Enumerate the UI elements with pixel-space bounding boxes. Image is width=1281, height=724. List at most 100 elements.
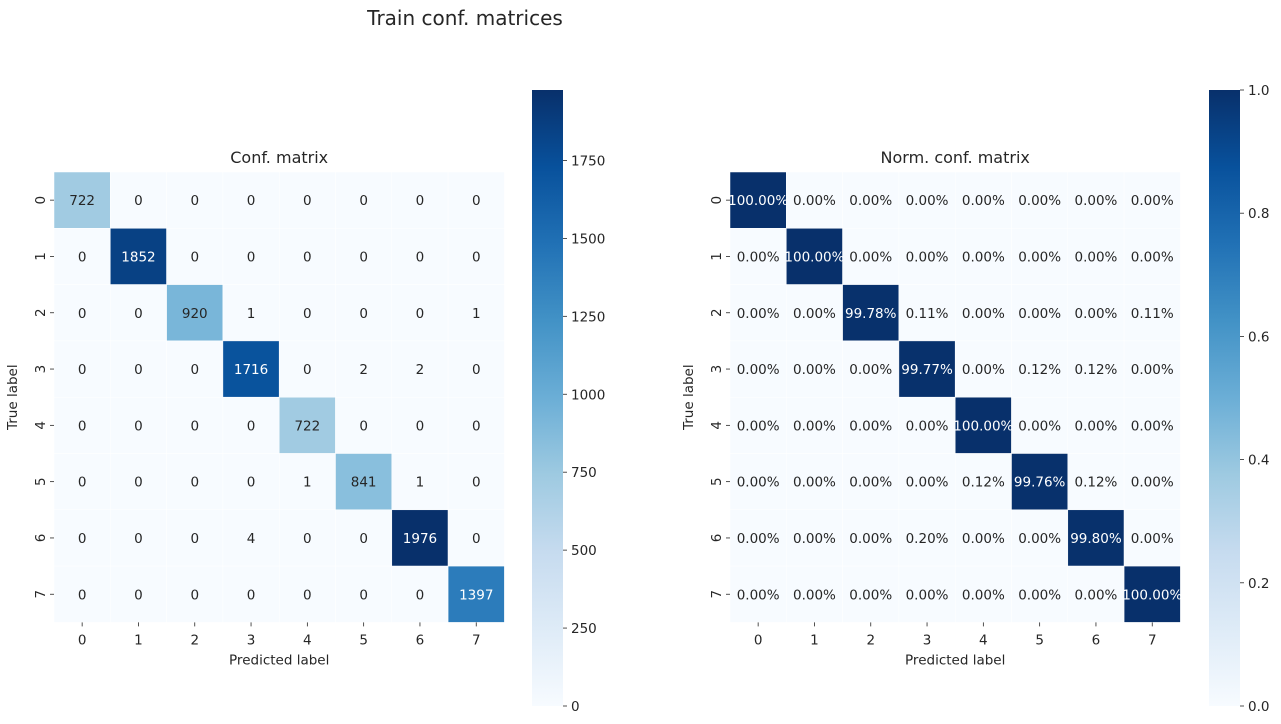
- heatmap-cell-r7-c0: [53, 565, 111, 623]
- cell-annotation-r0-c4: 0: [303, 193, 312, 209]
- colorbar: [532, 90, 563, 706]
- cell-annotation-r6-c6: 1976: [403, 531, 437, 547]
- heatmap-cell-r1-c2: [166, 228, 224, 285]
- cell-annotation-r1-c4: 0.00%: [962, 249, 1005, 265]
- x-tick-label-5: 5: [1035, 632, 1044, 648]
- figure-suptitle: Train conf. matrices: [366, 6, 563, 30]
- x-tick-label-7: 7: [1148, 632, 1157, 648]
- cell-annotation-r3-c5: 0.12%: [1018, 362, 1061, 378]
- cell-annotation-r2-c4: 0: [303, 306, 312, 322]
- y-axis-label: True label: [681, 364, 697, 431]
- y-tick-label-1: 1: [33, 252, 49, 261]
- cell-annotation-r1-c3: 0.00%: [906, 249, 949, 265]
- heatmap-cell-r6-c4: [278, 509, 336, 567]
- cell-annotation-r0-c0: 722: [69, 193, 95, 209]
- x-tick-label-7: 7: [472, 632, 481, 648]
- heatmap-cell-r7-c0: [729, 565, 787, 623]
- cell-annotation-r3-c4: 0: [303, 362, 312, 378]
- heatmap-cell-r1-c5: [1011, 228, 1069, 285]
- cell-annotation-r3-c1: 0: [134, 362, 143, 378]
- cell-annotation-r0-c5: 0.00%: [1018, 193, 1061, 209]
- cell-annotation-r2-c0: 0: [78, 306, 87, 322]
- heatmap-cell-r2-c2: [166, 284, 224, 342]
- cell-annotation-r7-c0: 0.00%: [737, 587, 780, 603]
- colorbar-tick-label-0: 0: [571, 699, 580, 715]
- heatmap-cell-r3-c7: [1123, 340, 1181, 398]
- cell-annotation-r2-c6: 0: [416, 306, 425, 322]
- cell-annotation-r0-c2: 0: [190, 193, 199, 209]
- cell-annotation-r2-c7: 1: [472, 306, 481, 322]
- heatmap-cell-r0-c0: [53, 171, 111, 229]
- heatmap-cell-r5-c6: [1067, 453, 1125, 511]
- x-axis-label: Predicted label: [229, 652, 329, 668]
- cell-annotation-r5-c5: 99.76%: [1014, 475, 1066, 491]
- heatmap-cell-r0-c2: [842, 171, 900, 229]
- colorbar-tick-label-4: 0.8: [1248, 206, 1269, 222]
- cell-annotation-r4-c1: 0.00%: [793, 418, 836, 434]
- heatmap-cell-r2-c6: [391, 284, 449, 342]
- heatmap-cell-r2-c7: [447, 284, 505, 342]
- heatmap-cell-r7-c6: [391, 565, 449, 623]
- cell-annotation-r2-c0: 0.00%: [737, 306, 780, 322]
- cell-annotation-r4-c0: 0.00%: [737, 418, 780, 434]
- heatmap-cell-r7-c4: [278, 565, 336, 623]
- heatmap-cell-r7-c5: [335, 565, 393, 623]
- heatmap-cell-r0-c6: [1067, 171, 1125, 229]
- cell-annotation-r7-c4: 0.00%: [962, 587, 1005, 603]
- heatmap-cell-r4-c3: [222, 396, 280, 454]
- heatmap-cell-r4-c7: [1123, 396, 1181, 454]
- cell-annotation-r1-c0: 0: [78, 249, 87, 265]
- heatmap-cell-r7-c2: [842, 565, 900, 623]
- heatmap-cell-r3-c6: [391, 340, 449, 398]
- colorbar-tick-label-2: 500: [571, 543, 597, 559]
- heatmap-cell-r6-c6: [1067, 509, 1125, 567]
- colorbar-tick-label-3: 0.6: [1248, 329, 1269, 345]
- cell-annotation-r4-c1: 0: [134, 418, 143, 434]
- confusion-matrix-panel: 722 0 0 0 0 0 0 00 1852 0 0 0 0 0 00 0 920 1 0 0 0 10 0 0 1716 0 2…: [5, 90, 605, 715]
- cell-annotation-r2-c2: 99.78%: [845, 306, 897, 322]
- cell-annotation-r6-c4: 0: [303, 531, 312, 547]
- heatmap-cell-r6-c2: [842, 509, 900, 567]
- cell-annotation-r7-c1: 0.00%: [793, 587, 836, 603]
- heatmap-cell-r0-c7: [1123, 171, 1181, 229]
- cell-annotation-r4-c6: 0.00%: [1075, 418, 1118, 434]
- heatmap-cell-r7-c5: [1011, 565, 1069, 623]
- heatmap-cell-r3-c6: [1067, 340, 1125, 398]
- x-tick-label-6: 6: [416, 632, 425, 648]
- cell-annotation-r5-c6: 0.12%: [1075, 475, 1118, 491]
- cell-annotation-r0-c3: 0: [247, 193, 256, 209]
- colorbar-tick-label-7: 1750: [571, 153, 605, 169]
- heatmap-cell-r4-c4: [278, 396, 336, 454]
- cell-annotation-r7-c7: 1397: [459, 587, 493, 603]
- cell-annotation-r5-c4: 0.12%: [962, 475, 1005, 491]
- heatmap-cell-r6-c7: [1123, 509, 1181, 567]
- cell-annotation-r4-c3: 0.00%: [906, 418, 949, 434]
- heatmap-cell-r6-c0: [53, 509, 111, 567]
- cell-annotation-r4-c5: 0: [359, 418, 368, 434]
- colorbar-tick-label-6: 1500: [571, 231, 605, 247]
- cell-annotation-r3-c6: 0.12%: [1075, 362, 1118, 378]
- y-tick-label-1: 1: [709, 252, 725, 261]
- cell-annotation-r1-c6: 0.00%: [1075, 249, 1118, 265]
- cell-annotation-r7-c6: 0: [416, 587, 425, 603]
- cell-annotation-r7-c4: 0: [303, 587, 312, 603]
- cell-annotation-r3-c6: 2: [416, 362, 425, 378]
- heatmap-cell-r5-c6: [391, 453, 449, 511]
- cell-annotation-r6-c5: 0.00%: [1018, 531, 1061, 547]
- y-tick-label-7: 7: [709, 590, 725, 599]
- cell-annotation-r1-c6: 0: [416, 249, 425, 265]
- heatmap-cell-r3-c0: [729, 340, 787, 398]
- y-tick-label-4: 4: [709, 421, 725, 430]
- x-axis-label: Predicted label: [905, 652, 1005, 668]
- cell-annotation-r0-c0: 100.00%: [728, 193, 788, 209]
- heatmap-cell-r5-c4: [278, 453, 336, 511]
- cell-annotation-r3-c2: 0.00%: [849, 362, 892, 378]
- heatmap-cell-r1-c3: [898, 228, 956, 285]
- cell-annotation-r0-c7: 0.00%: [1131, 193, 1174, 209]
- cell-annotation-r1-c1: 1852: [121, 249, 155, 265]
- cell-annotation-r0-c2: 0.00%: [849, 193, 892, 209]
- cell-annotation-r6-c2: 0.00%: [849, 531, 892, 547]
- cell-annotation-r2-c2: 920: [182, 306, 208, 322]
- cell-annotation-r3-c3: 99.77%: [901, 362, 953, 378]
- cell-annotation-r5-c7: 0.00%: [1131, 475, 1174, 491]
